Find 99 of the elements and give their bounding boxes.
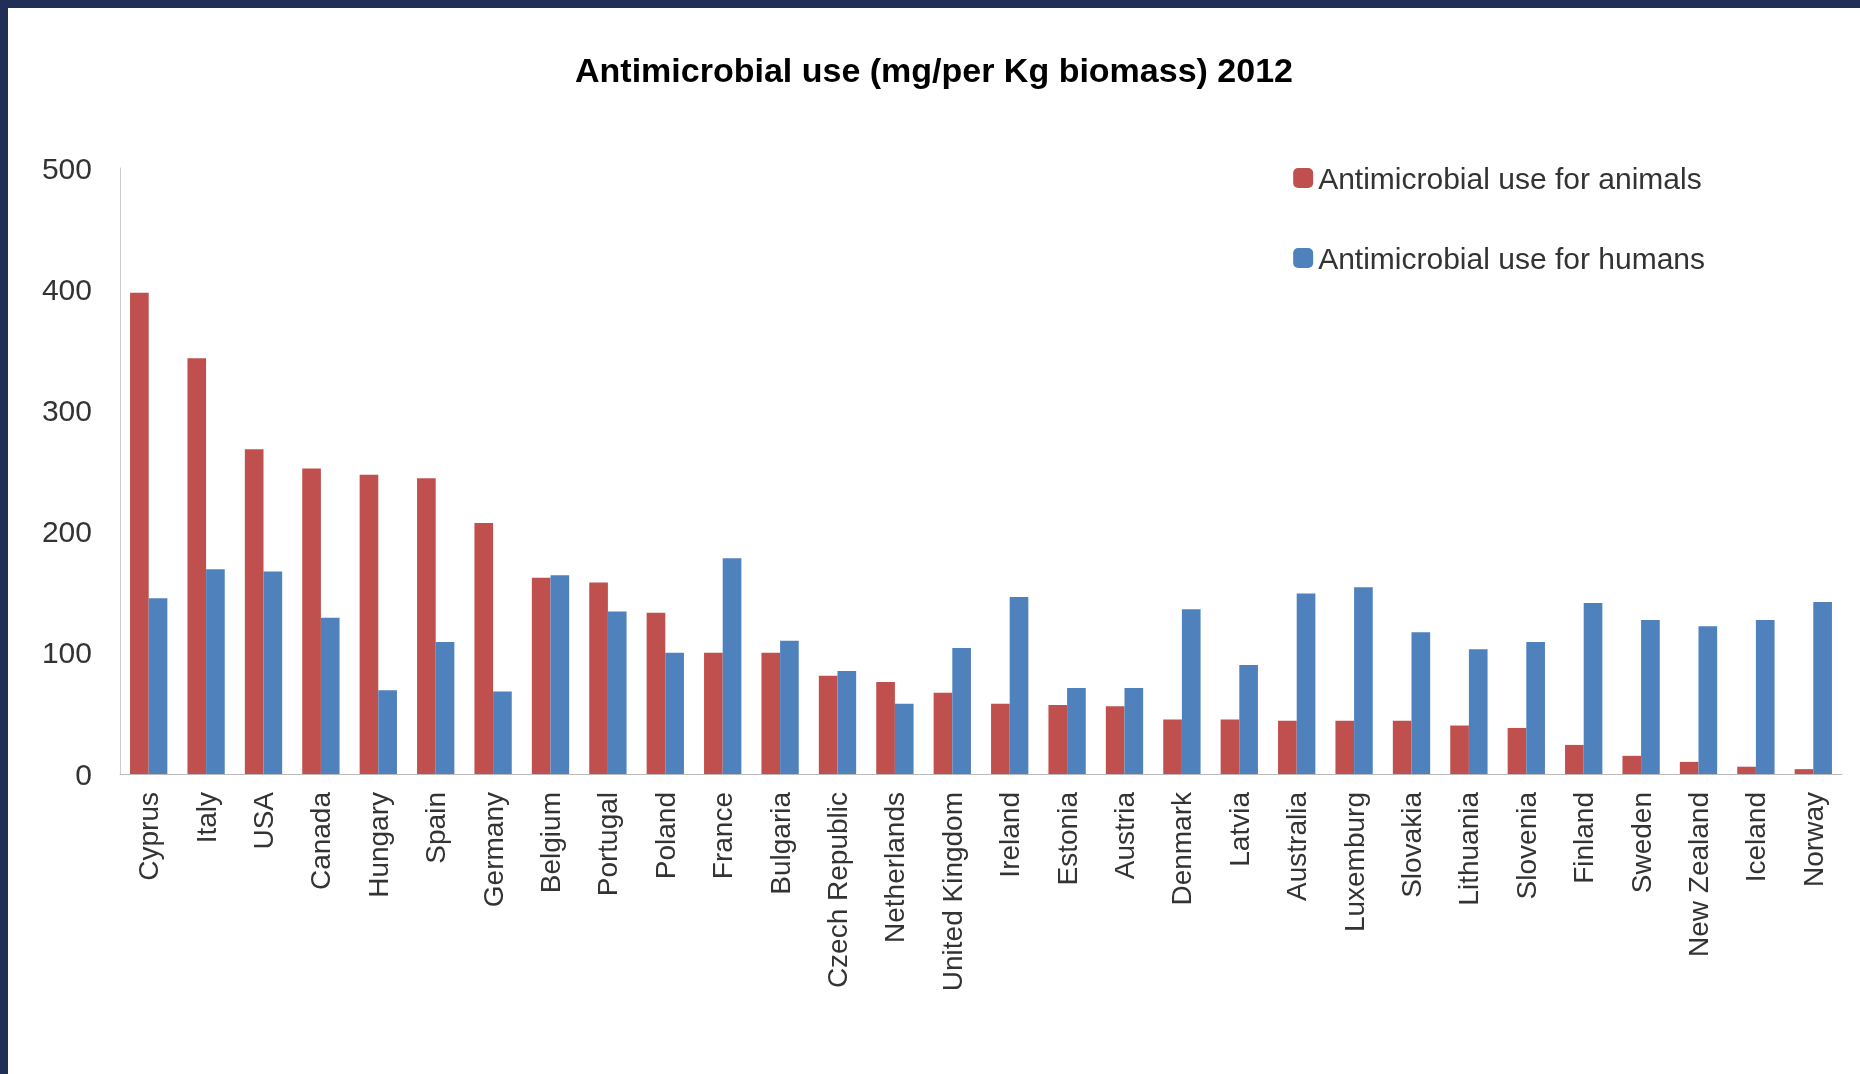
y-tick-label: 500 (41, 151, 92, 185)
bar (818, 675, 838, 774)
bar (589, 582, 608, 774)
bar (991, 703, 1010, 774)
bar (187, 358, 207, 774)
bar (1296, 593, 1316, 774)
bar (1048, 704, 1068, 774)
y-tick-label: 0 (75, 757, 92, 791)
x-tick-label: Luxemburg (1338, 792, 1370, 933)
y-tick-label: 200 (41, 515, 92, 549)
x-tick-label: Bulgaria (764, 791, 796, 895)
bar (244, 449, 264, 774)
bar (607, 611, 627, 774)
bar (550, 575, 570, 774)
y-tick-label: 400 (41, 272, 92, 306)
x-tick-label: Estonia (1051, 791, 1083, 886)
x-tick-label: Ireland (994, 792, 1026, 878)
bar (206, 569, 225, 774)
x-tick-label: Denmark (1166, 791, 1198, 906)
bar (1220, 719, 1240, 774)
x-tick-label: Netherlands (879, 792, 911, 943)
bar (435, 641, 455, 774)
bar (1009, 597, 1029, 774)
bar (1755, 620, 1775, 774)
bar (646, 612, 666, 774)
bar (378, 690, 397, 774)
bar (1698, 626, 1718, 774)
bar (359, 474, 379, 774)
bar (1737, 766, 1756, 774)
x-tick-label: Germany (477, 792, 509, 908)
bar (302, 468, 321, 774)
bar (704, 652, 723, 774)
x-tick-label: Lithuania (1453, 791, 1485, 906)
bar (837, 670, 857, 774)
bar (761, 652, 781, 774)
x-tick-label: Cyprus (133, 792, 165, 881)
bar (1813, 601, 1832, 774)
x-tick-label: Iceland (1740, 792, 1772, 883)
bar (1354, 587, 1373, 774)
bar (1163, 719, 1182, 774)
x-tick-label: Canada (305, 791, 337, 891)
y-tick-label: 300 (41, 393, 92, 427)
bar (1411, 632, 1431, 774)
bar (1468, 649, 1488, 774)
x-tick-label: Belgium (535, 792, 566, 894)
bar (130, 292, 149, 774)
bar (320, 617, 340, 774)
bar (876, 681, 895, 774)
x-tick-label: Norway (1797, 792, 1829, 887)
x-tick-label: Slovakia (1396, 791, 1427, 898)
bar (474, 523, 494, 774)
bar (1507, 727, 1527, 774)
bar (933, 692, 953, 774)
y-tick-label: 100 (41, 636, 92, 670)
bar (531, 577, 551, 774)
bar (1641, 620, 1660, 774)
bar (1067, 687, 1086, 774)
bar (1679, 761, 1699, 774)
x-tick-label: Poland (649, 792, 681, 880)
x-tick-label: Slovenia (1510, 791, 1542, 900)
x-tick-label: Italy (190, 792, 222, 844)
x-tick-label: Portugal (592, 792, 624, 897)
x-tick-label: Hungary (362, 792, 394, 898)
bar (722, 558, 742, 774)
bar (1239, 664, 1258, 774)
legend-label: Antimicrobial use for humans (1318, 241, 1706, 275)
x-tick-label: Latvia (1223, 791, 1255, 867)
x-tick-label: France (707, 792, 739, 880)
bar (1392, 720, 1412, 774)
bar (1105, 706, 1125, 774)
bar (417, 478, 436, 774)
bar (263, 571, 283, 774)
bar (894, 703, 914, 774)
x-tick-label: Sweden (1625, 792, 1657, 894)
x-tick-label: USA (248, 791, 279, 850)
bar (1450, 725, 1469, 774)
x-tick-label: Austria (1109, 791, 1140, 880)
bar (148, 598, 168, 774)
x-tick-label: Finland (1568, 792, 1600, 884)
bar (1794, 769, 1814, 774)
bar (952, 647, 971, 774)
bar (1278, 720, 1297, 774)
x-tick-label: Australia (1281, 791, 1313, 901)
bar (1124, 687, 1144, 774)
x-tick-label: Spain (420, 792, 452, 864)
bar (665, 652, 684, 774)
bar (1565, 744, 1584, 774)
x-tick-label: Czech Republic (822, 792, 853, 989)
x-tick-label: United Kingdom (936, 792, 968, 992)
bar (1583, 603, 1603, 774)
bar (1181, 609, 1201, 774)
bar (1622, 755, 1642, 774)
chart-title: Antimicrobial use (mg/per Kg biomass) 2012 (575, 51, 1293, 89)
bar (1526, 641, 1545, 774)
bar (493, 691, 512, 774)
x-tick-label: New Zealand (1683, 792, 1714, 957)
bar (780, 640, 799, 774)
legend-label: Antimicrobial use for animals (1318, 161, 1702, 195)
bar (1335, 720, 1355, 774)
